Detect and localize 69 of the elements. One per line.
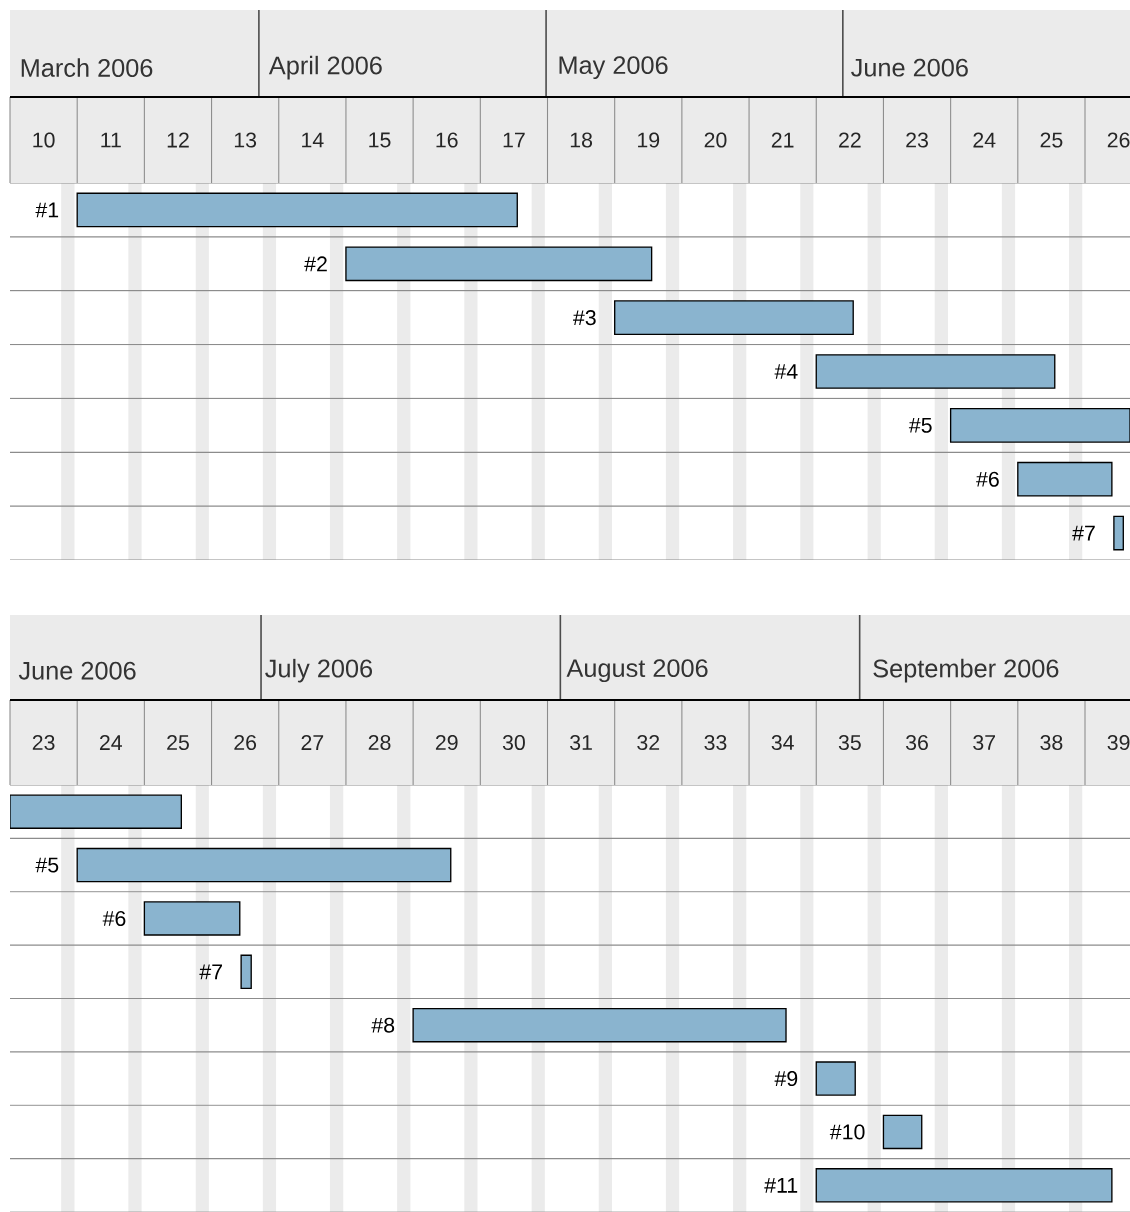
x-tick-label: 28 [368, 734, 391, 751]
x-tick-label: 30 [502, 734, 525, 751]
bar [76, 192, 518, 228]
x-tick-label: 26 [234, 734, 257, 751]
y-tick-label: #7 [1072, 525, 1095, 541]
bar [240, 954, 252, 990]
y-tick-label: #6 [976, 471, 999, 487]
y-tick-label: #3 [573, 310, 596, 326]
bar [345, 246, 653, 282]
bar [882, 1114, 923, 1150]
x2-tick-label: July 2006 [265, 658, 373, 683]
x-tick-label: 34 [771, 734, 794, 751]
x-tick-label: 20 [704, 132, 727, 148]
x-tick-label: 21 [771, 132, 794, 148]
x-tick-label: 23 [32, 734, 55, 751]
x2-tick-label: May 2006 [559, 56, 668, 80]
bar [815, 1061, 856, 1096]
y-tick-label: #1 [35, 202, 59, 218]
x-tick-label: 33 [704, 734, 727, 751]
bar [1017, 461, 1113, 497]
x-tick-label: 26 [1107, 132, 1130, 148]
x-tick-label: 13 [234, 132, 257, 148]
x-tick-label: 35 [838, 734, 861, 751]
x-tick-label: 15 [369, 132, 391, 148]
bar [143, 901, 241, 936]
bar [76, 847, 452, 883]
bar [412, 1007, 787, 1043]
x-tick-label: 24 [99, 735, 123, 750]
x-tick-label: 31 [570, 734, 592, 751]
x-tick-label: 19 [638, 132, 660, 148]
y-tick-label: #8 [371, 1017, 395, 1033]
y-tick-label: #4 [774, 364, 798, 379]
x-tick-label: 37 [973, 734, 996, 751]
y-tick-label: #9 [774, 1071, 798, 1087]
x-tick-label: 39 [1107, 734, 1130, 751]
x-tick-label: 10 [33, 132, 55, 148]
x2-tick-label: June 2006 [851, 58, 968, 77]
y-tick-label: #5 [35, 857, 59, 873]
bar [815, 1168, 1113, 1203]
x-tick-label: 36 [905, 734, 928, 751]
x2-tick-label: March 2006 [21, 58, 153, 77]
x-tick-label: 12 [167, 132, 189, 148]
x-tick-label: 32 [637, 734, 660, 751]
x-tick-label: 16 [436, 132, 458, 148]
bar [1113, 515, 1124, 551]
x2-tick-label: August 2006 [566, 659, 708, 683]
bar [815, 354, 1056, 389]
x-tick-label: 22 [839, 132, 861, 148]
y-tick-label: #6 [102, 910, 126, 926]
x-tick-label: 11 [101, 132, 121, 148]
x-tick-label: 23 [906, 132, 928, 148]
x-tick-label: 27 [301, 735, 324, 750]
y-tick-label: #7 [199, 964, 222, 980]
y-tick-label: #5 [908, 417, 932, 433]
x-tick-label: 17 [503, 132, 525, 148]
x-tick-label: 24 [973, 132, 996, 148]
x2-tick-label: April 2006 [268, 55, 382, 80]
x-tick-label: 29 [435, 734, 458, 751]
x2-tick-label: June 2006 [18, 661, 136, 680]
bar [614, 300, 854, 336]
x2-tick-label: September 2006 [873, 658, 1059, 683]
x-tick-label: 38 [1040, 734, 1063, 751]
y-tick-label: #10 [829, 1124, 865, 1140]
x-tick-label: 18 [570, 132, 593, 148]
y-tick-label: #11 [764, 1177, 798, 1193]
x-tick-label: 25 [1040, 132, 1063, 148]
x-tick-label: 14 [302, 132, 324, 148]
x-tick-label: 25 [167, 734, 189, 751]
y-tick-label: #2 [304, 256, 327, 272]
